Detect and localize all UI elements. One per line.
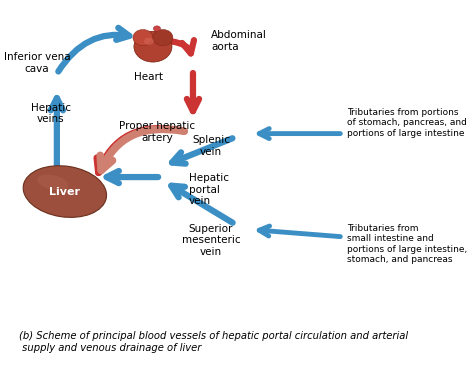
Text: Superior
mesenteric
vein: Superior mesenteric vein <box>182 224 240 257</box>
Ellipse shape <box>133 30 153 46</box>
FancyArrowPatch shape <box>100 129 184 170</box>
Text: Liver: Liver <box>49 187 81 197</box>
Text: Tributaries from
small intestine and
portions of large intestine,
stomach, and p: Tributaries from small intestine and por… <box>347 224 467 264</box>
Text: Tributaries from portions
of stomach, pancreas, and
portions of large intestine: Tributaries from portions of stomach, pa… <box>347 108 467 138</box>
Ellipse shape <box>37 174 68 191</box>
Text: Splenic
vein: Splenic vein <box>192 135 230 157</box>
Text: Proper hepatic
artery: Proper hepatic artery <box>119 121 195 143</box>
Ellipse shape <box>23 166 107 218</box>
Text: Heart: Heart <box>135 73 164 82</box>
Ellipse shape <box>153 30 173 46</box>
Text: Hepatic
portal
vein: Hepatic portal vein <box>189 173 229 206</box>
Ellipse shape <box>134 31 172 62</box>
Text: Hepatic
veins: Hepatic veins <box>31 103 71 124</box>
Ellipse shape <box>144 38 154 45</box>
Ellipse shape <box>153 26 161 31</box>
Text: Inferior vena
cava: Inferior vena cava <box>3 52 70 74</box>
Text: Abdominal
aorta: Abdominal aorta <box>211 30 267 52</box>
Text: (b) Scheme of principal blood vessels of hepatic portal circulation and arterial: (b) Scheme of principal blood vessels of… <box>19 331 408 353</box>
